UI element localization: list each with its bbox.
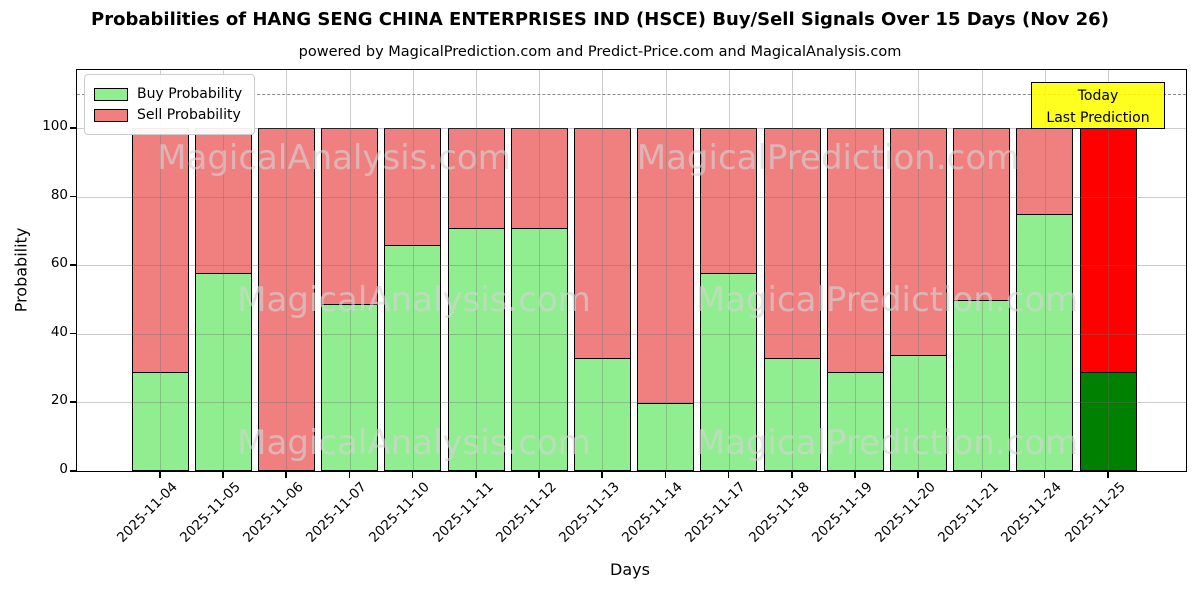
buy-bar-segment <box>321 303 379 471</box>
x-tick-label: 2025-11-12 <box>492 479 560 546</box>
watermark-prediction: MagicalPrediction.com <box>636 138 1020 178</box>
buy-bar-segment <box>447 227 505 471</box>
x-tick-label: 2025-11-13 <box>555 479 623 546</box>
y-tick-mark <box>70 401 76 403</box>
buy-bar-segment <box>1079 371 1137 471</box>
y-axis-label: Probability <box>11 227 31 313</box>
sell-swatch-icon <box>94 108 128 122</box>
x-tick-label: 2025-11-17 <box>682 479 750 546</box>
x-tick-label: 2025-11-06 <box>239 479 307 546</box>
sell-bar-segment <box>763 128 821 360</box>
x-tick-mark <box>791 472 793 478</box>
x-tick-label: 2025-11-24 <box>998 479 1066 546</box>
legend-item-sell: Sell Probability <box>94 106 242 124</box>
x-tick-mark <box>727 472 730 478</box>
buy-bar-segment <box>194 272 252 471</box>
y-tick-label: 100 <box>42 118 68 135</box>
watermark-prediction: MagicalPrediction.com <box>695 280 1079 320</box>
x-tick-mark <box>854 472 856 478</box>
sell-bar-segment <box>384 128 442 247</box>
sell-bar-segment <box>510 128 568 230</box>
y-tick-mark <box>70 332 76 335</box>
buy-bar-segment <box>510 227 568 471</box>
sell-bar-segment <box>953 128 1011 302</box>
y-tick-label: 0 <box>59 461 68 477</box>
y-tick-label: 80 <box>50 186 68 203</box>
buy-bar-segment <box>889 354 947 471</box>
today-annotation-line1: Today <box>1077 88 1119 104</box>
x-tick-mark <box>980 472 983 478</box>
y-tick-mark <box>70 195 76 198</box>
x-tick-label: 2025-11-05 <box>176 479 244 546</box>
buy-bar-segment <box>131 371 189 471</box>
sell-bar-segment <box>889 128 947 356</box>
x-tick-label: 2025-11-21 <box>935 479 1002 546</box>
sell-bar-segment <box>1079 128 1137 374</box>
x-tick-mark <box>222 472 224 478</box>
x-tick-mark <box>348 472 351 478</box>
sell-bar-segment <box>637 128 695 404</box>
legend: Buy Probability Sell Probability <box>84 74 256 136</box>
y-tick-label: 20 <box>50 392 68 409</box>
watermark-prediction: MagicalPrediction.com <box>695 423 1079 463</box>
watermark-analysis: MagicalAnalysis.com <box>157 138 511 178</box>
x-tick-mark <box>538 472 540 478</box>
x-tick-label: 2025-11-14 <box>619 479 686 546</box>
y-tick-mark <box>70 470 76 472</box>
buy-bar-segment <box>573 357 631 471</box>
y-tick-label: 60 <box>50 255 68 272</box>
x-tick-mark <box>1107 472 1109 478</box>
threshold-dashed-line <box>77 93 1186 95</box>
x-axis-label: Days <box>610 560 650 579</box>
legend-item-buy: Buy Probability <box>94 85 242 103</box>
sell-bar-segment <box>573 128 631 360</box>
buy-bar-segment <box>637 402 695 471</box>
x-tick-mark <box>917 472 919 478</box>
chart-subtitle: powered by MagicalPrediction.com and Pre… <box>298 44 902 60</box>
x-tick-label: 2025-11-19 <box>808 479 876 546</box>
x-tick-mark <box>159 472 161 478</box>
sell-bar-segment <box>257 128 315 471</box>
legend-label-sell: Sell Probability <box>137 107 241 124</box>
x-tick-label: 2025-11-11 <box>429 479 497 546</box>
buy-swatch-icon <box>94 87 128 101</box>
sell-bar-segment <box>321 128 379 305</box>
x-tick-mark <box>475 472 477 478</box>
x-tick-mark <box>411 472 414 478</box>
x-tick-mark <box>285 472 287 478</box>
buy-bar-segment <box>700 272 758 471</box>
y-tick-label: 40 <box>50 323 68 340</box>
x-tick-mark <box>664 472 667 478</box>
today-annotation-line2: Last Prediction <box>1046 109 1150 126</box>
x-tick-label: 2025-11-07 <box>303 479 370 546</box>
watermark-analysis: MagicalAnalysis.com <box>237 423 591 463</box>
watermark-analysis: MagicalAnalysis.com <box>237 280 591 320</box>
x-tick-mark <box>1043 472 1046 478</box>
buy-bar-segment <box>763 357 821 471</box>
buy-bar-segment <box>953 299 1011 471</box>
buy-bar-segment <box>826 371 884 471</box>
sell-bar-segment <box>194 128 252 274</box>
x-tick-label: 2025-11-25 <box>1061 479 1129 546</box>
legend-label-buy: Buy Probability <box>137 86 243 102</box>
sell-bar-segment <box>1016 128 1074 216</box>
y-tick-mark <box>70 264 76 266</box>
chart-title: Probabilities of HANG SENG CHINA ENTERPR… <box>91 9 1109 30</box>
sell-bar-segment <box>826 128 884 374</box>
x-tick-mark <box>601 472 603 478</box>
plot-area: MagicalAnalysis.com MagicalPrediction.com… <box>76 69 1187 472</box>
sell-bar-segment <box>447 128 505 230</box>
x-tick-label: 2025-11-10 <box>366 479 434 546</box>
y-tick-mark <box>70 127 76 129</box>
sell-bar-segment <box>700 128 758 274</box>
x-tick-label: 2025-11-18 <box>745 479 813 546</box>
today-annotation: Today Last Prediction <box>1031 82 1165 129</box>
sell-bar-segment <box>131 128 189 374</box>
buy-bar-segment <box>384 244 442 471</box>
x-tick-label: 2025-11-04 <box>113 479 181 546</box>
buy-bar-segment <box>1016 213 1074 471</box>
x-tick-label: 2025-11-20 <box>871 479 939 546</box>
